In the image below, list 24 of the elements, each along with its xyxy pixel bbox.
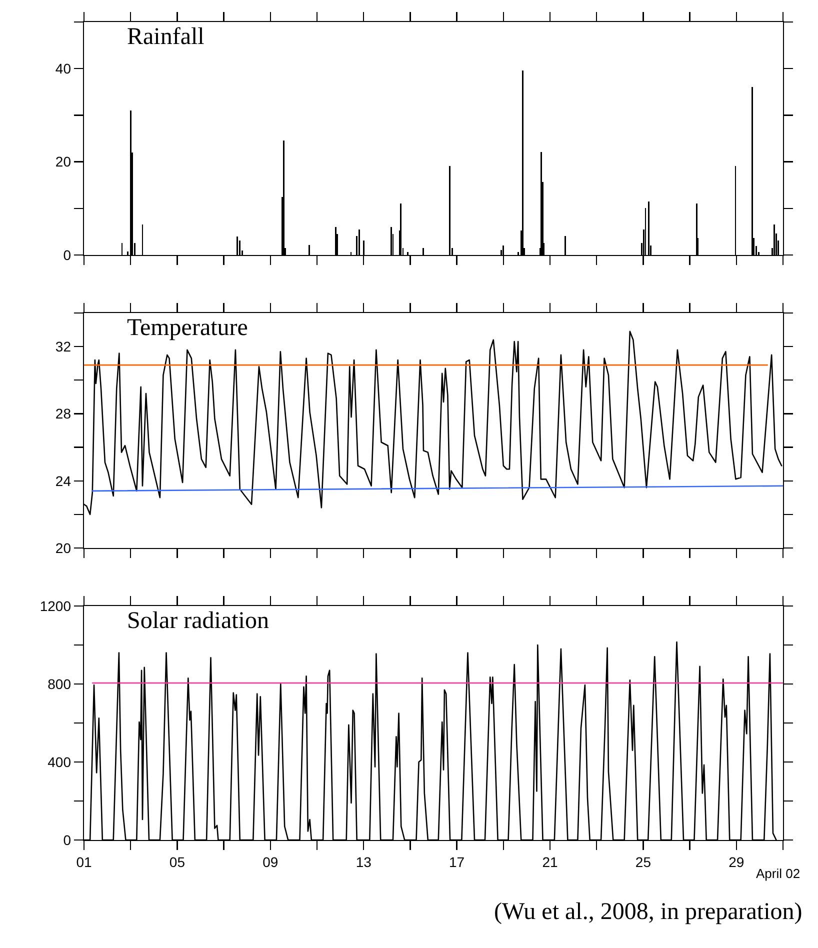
x-tick-label: 09	[262, 854, 278, 870]
y-tick-label: 0	[63, 246, 72, 263]
x-tick-label: 05	[169, 854, 186, 870]
y-tick-label: 0	[63, 832, 72, 848]
x-axis-title: April 02	[756, 866, 800, 881]
chart-title: Solar radiation	[127, 608, 269, 634]
x-tick-label: 17	[449, 854, 465, 870]
text: (Wu et al., 2008, in preparation)	[494, 899, 802, 925]
y-tick-label: 800	[48, 676, 72, 692]
y-tick-label: 1200	[40, 598, 72, 614]
y-tick-label: 24	[55, 472, 72, 489]
y-tick-label: 400	[48, 754, 72, 770]
x-tick-label: 25	[635, 854, 652, 870]
y-tick-label: 20	[55, 540, 72, 556]
x-tick-label: 13	[356, 854, 372, 870]
chart-title: Rainfall	[127, 24, 205, 50]
y-tick-label: 32	[55, 338, 72, 354]
x-tick-label: 21	[542, 854, 558, 870]
x-tick-label: 29	[728, 854, 744, 870]
y-tick-label: 40	[55, 60, 72, 76]
chart-title: Temperature	[127, 315, 248, 341]
y-tick-label: 20	[55, 154, 72, 170]
x-tick-label: 01	[76, 854, 92, 870]
y-tick-label: 28	[55, 406, 72, 422]
